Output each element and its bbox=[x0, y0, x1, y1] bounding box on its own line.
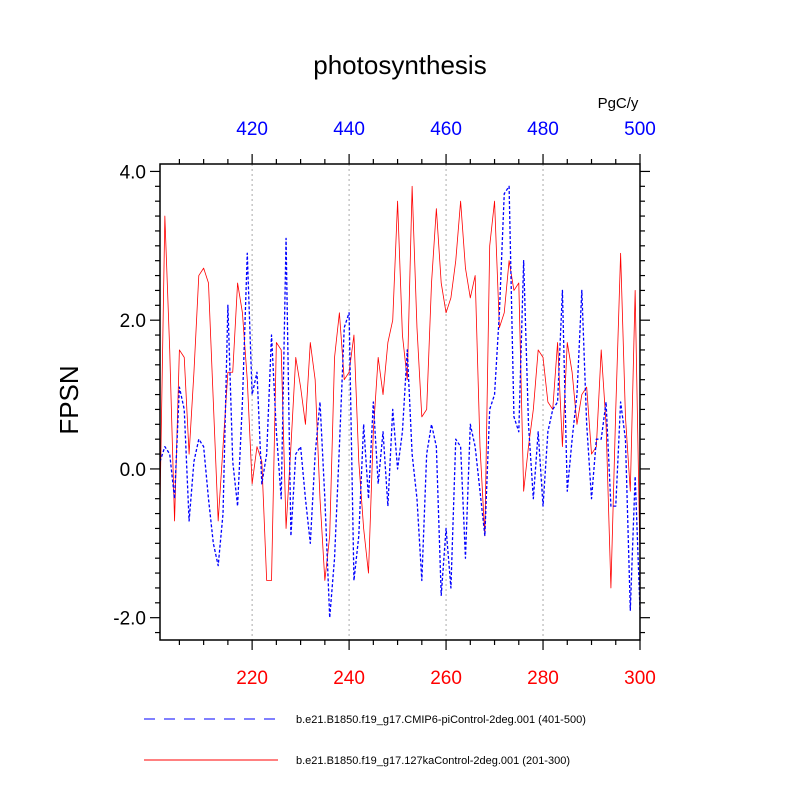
x-top-tick-label: 500 bbox=[624, 119, 656, 140]
y-tick-label: 2.0 bbox=[120, 311, 146, 332]
y-axis-label: FPSN bbox=[54, 365, 84, 434]
x-bottom-tick-label: 300 bbox=[624, 668, 656, 689]
grid-lines bbox=[251, 164, 544, 640]
y-tick-label: 4.0 bbox=[120, 162, 146, 183]
series-line-piControl bbox=[159, 185, 641, 619]
x-bottom-tick-label: 240 bbox=[333, 668, 365, 689]
chart-title: photosynthesis bbox=[313, 50, 486, 80]
axes: -2.0 0.0 2.0 4.0 220 240 260 280 300 420 440 460 480… bbox=[113, 119, 656, 689]
units-label: PgC/y bbox=[598, 95, 639, 112]
x-bottom-tick-label: 280 bbox=[527, 668, 559, 689]
legend: b.e21.B1850.f19_g17.CMIP6-piControl-2deg… bbox=[144, 714, 586, 767]
legend-entry-piControl: b.e21.B1850.f19_g17.CMIP6-piControl-2deg… bbox=[296, 714, 586, 726]
x-top-tick-label: 440 bbox=[333, 119, 365, 140]
x-bottom-tick-label: 220 bbox=[236, 668, 268, 689]
plot-frame bbox=[159, 163, 641, 641]
x-bottom-tick-label: 260 bbox=[430, 668, 462, 689]
series-line-127kaControl bbox=[159, 185, 641, 589]
y-tick-label: -2.0 bbox=[113, 609, 146, 630]
x-top-tick-label: 460 bbox=[430, 119, 462, 140]
y-tick-label: 0.0 bbox=[120, 460, 146, 481]
x-top-tick-label: 420 bbox=[236, 119, 268, 140]
series-lines bbox=[159, 185, 641, 619]
x-top-tick-label: 480 bbox=[527, 119, 559, 140]
legend-entry-127kaControl: b.e21.B1850.f19_g17.127kaControl-2deg.00… bbox=[296, 755, 570, 767]
